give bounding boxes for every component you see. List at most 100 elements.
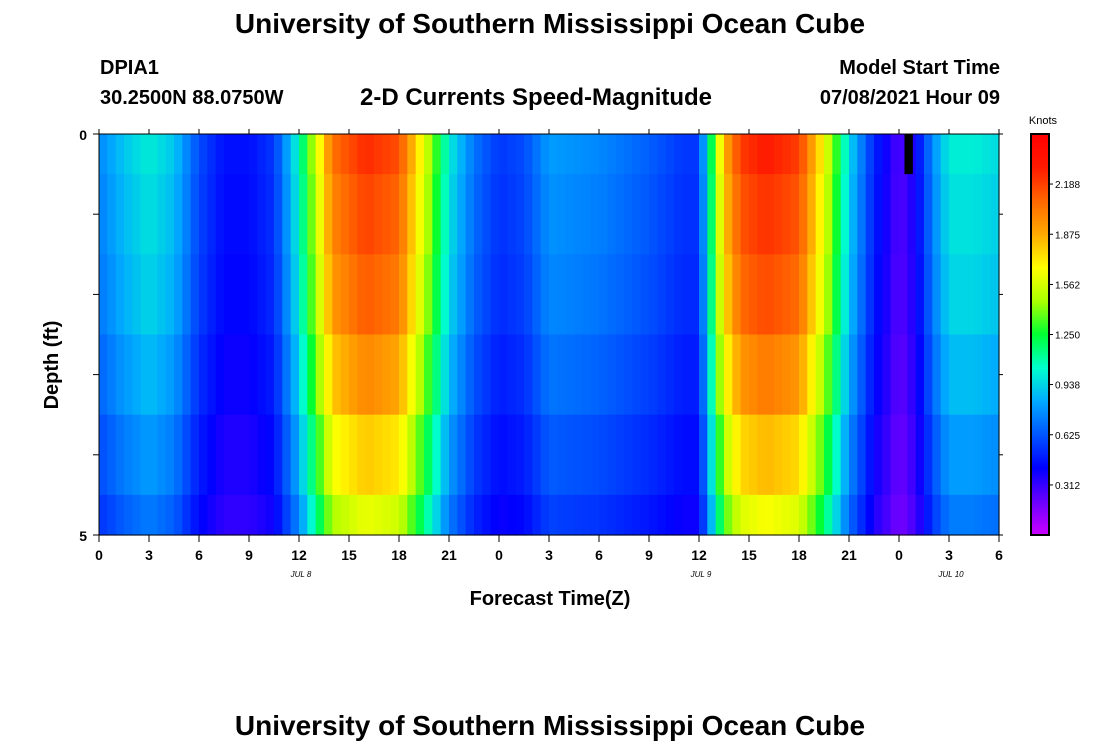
heatmap-cell <box>174 254 183 336</box>
heatmap-cell <box>265 334 275 416</box>
heatmap-cell <box>432 414 442 496</box>
heatmap-cell <box>599 134 608 175</box>
heatmap-cell <box>690 254 700 336</box>
heatmap-cell <box>524 414 533 496</box>
heatmap-cell <box>390 254 400 336</box>
heatmap-cell <box>907 174 917 255</box>
heatmap-cell <box>982 174 992 255</box>
heatmap-cell <box>140 254 150 336</box>
heatmap-cell <box>340 254 350 336</box>
heatmap-cell <box>915 414 925 496</box>
heatmap-cell <box>357 174 367 255</box>
heatmap-cell <box>499 174 508 255</box>
footer-title: University of Southern Mississippi Ocean… <box>234 710 866 741</box>
heatmap-cell <box>465 254 475 336</box>
heatmap-cell <box>382 254 392 336</box>
colorbar-tick-label: 2.188 <box>1055 180 1080 191</box>
heatmap-cell <box>532 174 542 255</box>
heatmap-cell <box>457 254 467 336</box>
heatmap-cell <box>815 494 825 536</box>
heatmap-cell <box>374 174 383 255</box>
heatmap-cell <box>99 134 108 175</box>
heatmap-cell <box>274 174 283 255</box>
heatmap-cell <box>224 334 233 416</box>
heatmap-cell <box>499 334 508 416</box>
x-tick-label: 3 <box>145 547 153 563</box>
heatmap-cell <box>349 494 358 536</box>
heatmap-cell <box>624 494 633 536</box>
model-start-value: 07/08/2021 Hour 09 <box>819 87 1000 109</box>
heatmap-cell <box>107 334 117 416</box>
heatmap-cell <box>865 254 875 336</box>
heatmap-cell <box>124 414 133 496</box>
heatmap-cell <box>957 254 967 336</box>
heatmap-cell <box>507 414 517 496</box>
heatmap-cell <box>682 174 692 255</box>
heatmap-cell <box>107 254 117 336</box>
heatmap-cell <box>424 494 433 536</box>
heatmap-cell <box>840 174 850 255</box>
heatmap-cell <box>190 334 200 416</box>
heatmap-cell <box>232 254 242 336</box>
x-tick-label: 15 <box>341 547 357 563</box>
heatmap-cell <box>832 254 842 336</box>
heatmap-cell <box>324 174 333 255</box>
heatmap-cell <box>824 174 833 255</box>
heatmap-cell <box>557 494 567 536</box>
heatmap-cell <box>832 174 842 255</box>
heatmap-cell <box>215 134 225 175</box>
heatmap-cell <box>965 414 975 496</box>
heatmap-cell <box>790 174 800 255</box>
heatmap-cell <box>532 134 542 175</box>
heatmap-cell <box>757 174 767 255</box>
heatmap-cell <box>774 334 783 416</box>
heatmap-cell <box>132 174 142 255</box>
heatmap-cell <box>799 494 808 536</box>
heatmap-cell <box>665 254 675 336</box>
colorbar-tick-label: 1.562 <box>1055 280 1080 291</box>
heatmap-cell <box>832 414 842 496</box>
heatmap-cell <box>257 334 267 416</box>
heatmap-cell <box>324 414 333 496</box>
heatmap-cell <box>674 414 683 496</box>
heatmap-cell <box>824 254 833 336</box>
heatmap-cell <box>240 174 250 255</box>
heatmap-cell <box>415 414 425 496</box>
heatmap-cell <box>332 134 342 175</box>
heatmap-cell <box>924 134 933 175</box>
heatmap-cell <box>907 334 917 416</box>
heatmap-cell <box>182 174 192 255</box>
heatmap-cell <box>465 174 475 255</box>
heatmap-cell <box>674 254 683 336</box>
heatmap-cell <box>365 254 375 336</box>
heatmap-cell <box>707 134 717 175</box>
heatmap-cell <box>182 334 192 416</box>
heatmap-cell <box>749 414 758 496</box>
heatmap-cell <box>615 494 625 536</box>
heatmap-cell <box>424 334 433 416</box>
heatmap-cell <box>790 494 800 536</box>
heatmap-cell <box>549 134 558 175</box>
heatmap-cell <box>157 334 167 416</box>
colorbar-tick-label: 1.250 <box>1055 331 1080 342</box>
heatmap-cell <box>532 414 542 496</box>
heatmap-cell <box>715 134 725 175</box>
heatmap-cell <box>249 494 258 536</box>
heatmap-cell <box>915 334 925 416</box>
heatmap-cell <box>799 134 808 175</box>
heatmap-cell <box>440 254 450 336</box>
heatmap-cell <box>174 334 183 416</box>
heatmap-cell <box>315 134 325 175</box>
heatmap-cell <box>115 134 125 175</box>
heatmap-cell <box>115 334 125 416</box>
heatmap-cell <box>724 254 733 336</box>
heatmap-cell <box>424 134 433 175</box>
heatmap-cell <box>574 174 583 255</box>
heatmap-cell <box>957 174 967 255</box>
heatmap-cell <box>432 494 442 536</box>
heatmap-cell <box>565 494 575 536</box>
heatmap-cell <box>740 334 750 416</box>
heatmap-cell <box>732 174 742 255</box>
colorbar: 0.312 0.625 0.938 1.250 1.562 1.875 2.188 <box>1030 133 1080 536</box>
heatmap-cell <box>165 414 175 496</box>
